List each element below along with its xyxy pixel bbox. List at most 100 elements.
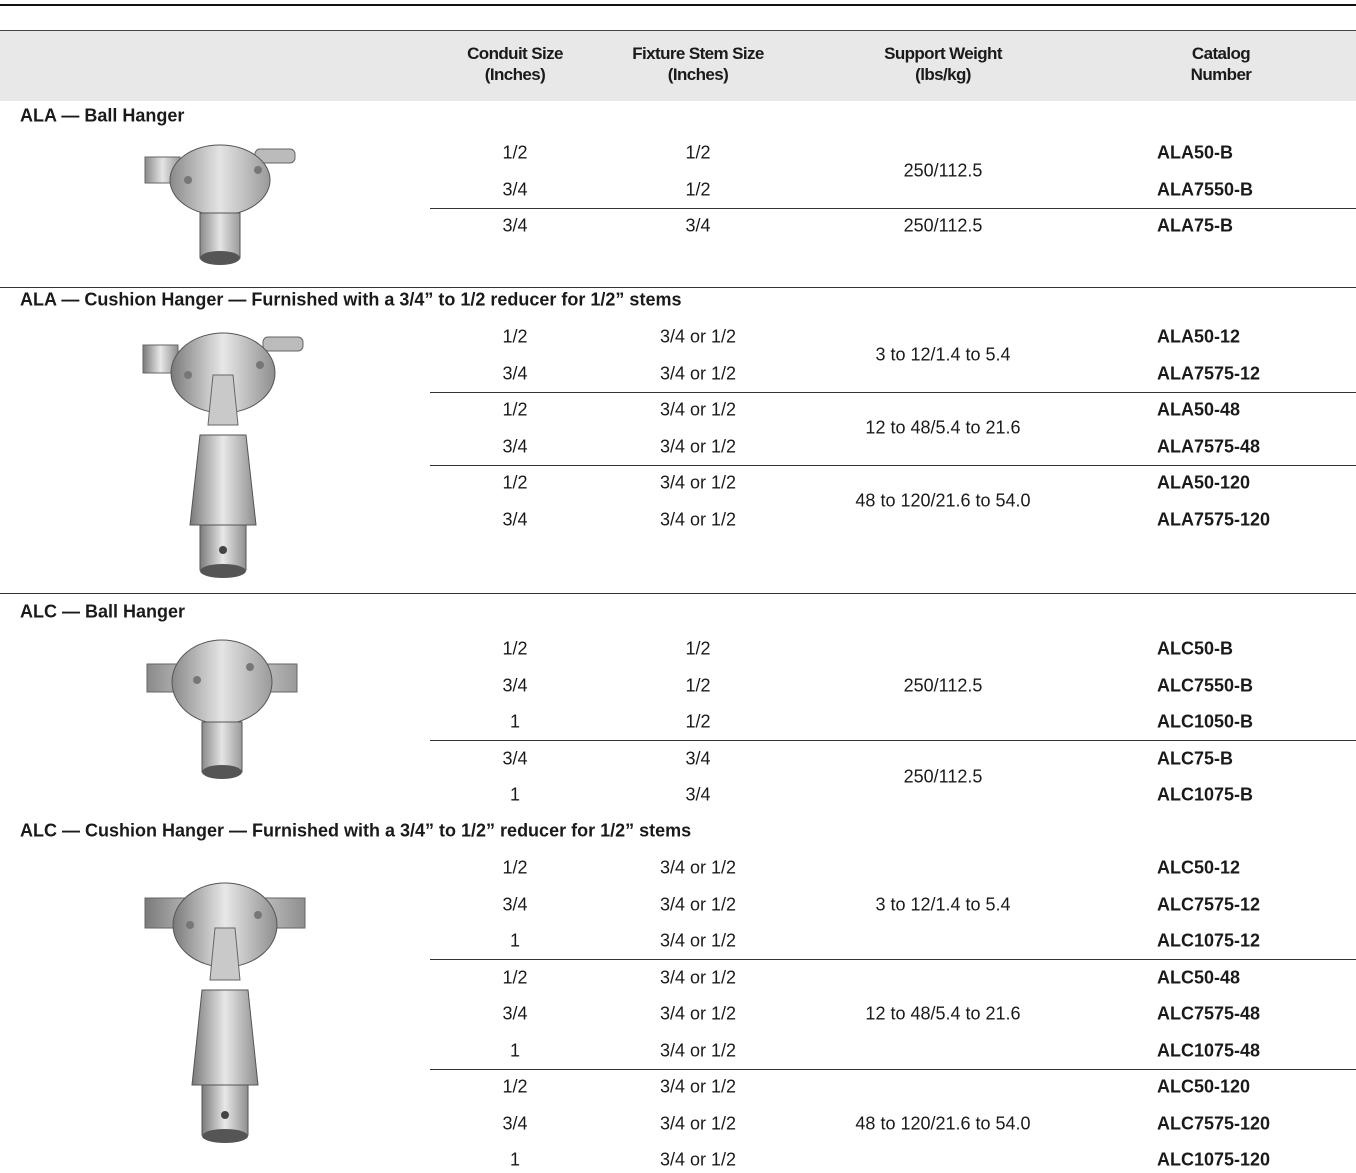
support-weight: 12 to 48/5.4 to 21.6: [865, 1003, 1021, 1024]
conduit-size: 3/4: [502, 179, 528, 199]
catalog-number: ALC7575-48: [1157, 1003, 1261, 1024]
stem-size: 3/4 or 1/2: [659, 894, 737, 914]
header-band: [0, 30, 1356, 101]
conduit-size: 1: [509, 1040, 521, 1060]
cushion-hanger-image: [144, 882, 306, 1143]
stem-size: 1/2: [685, 675, 711, 695]
column-header: (Inches): [667, 65, 729, 84]
stem-size: 3/4 or 1/2: [659, 363, 737, 383]
section-title: ALA — Cushion Hanger — Furnished with a …: [20, 289, 682, 310]
column-header: Catalog: [1191, 44, 1251, 63]
conduit-size: 1/2: [502, 142, 528, 163]
stem-size: 3/4: [685, 215, 711, 236]
support-weight: 250/112.5: [903, 766, 983, 787]
cushion-hanger-image: [142, 332, 304, 578]
stem-size: 3/4 or 1/2: [659, 1076, 737, 1097]
stem-size: 3/4 or 1/2: [659, 1113, 737, 1133]
column-header: Support Weight: [884, 44, 1002, 63]
stem-size: 3/4 or 1/2: [659, 930, 737, 951]
conduit-size: 1: [509, 930, 521, 951]
stem-size: 3/4 or 1/2: [659, 1040, 737, 1060]
catalog-number: ALC1075-B: [1157, 784, 1254, 805]
stem-size: 3/4 or 1/2: [659, 967, 737, 987]
catalog-number: ALC50-12: [1157, 857, 1241, 878]
group-divider: [430, 464, 1356, 466]
conduit-size: 3/4: [502, 215, 528, 236]
catalog-number: ALC1075-120: [1157, 1149, 1271, 1170]
catalog-number: ALA7575-12: [1157, 363, 1261, 383]
catalog-number: ALC1075-48: [1157, 1040, 1261, 1060]
column-header: Fixture Stem Size: [632, 44, 764, 63]
catalog-number: ALA50-12: [1157, 326, 1241, 347]
column-header: (lbs/kg): [915, 65, 971, 84]
stem-size: 3/4 or 1/2: [659, 509, 737, 529]
ball-hanger-image: [146, 639, 298, 779]
support-weight: 3 to 12/1.4 to 5.4: [875, 344, 1011, 365]
conduit-size: 1/2: [502, 472, 528, 493]
section-divider: [0, 287, 1356, 288]
conduit-size: 1: [509, 711, 521, 732]
section-divider: [0, 593, 1356, 594]
conduit-size: 1: [509, 784, 521, 805]
stem-size: 3/4 or 1/2: [659, 472, 737, 493]
stem-size: 3/4: [685, 748, 711, 768]
conduit-size: 1/2: [502, 857, 528, 878]
group-divider: [430, 740, 1356, 741]
catalog-number: ALC1050-B: [1157, 711, 1254, 732]
catalog-number: ALA7575-48: [1157, 436, 1261, 456]
catalog-number: ALC75-B: [1157, 748, 1234, 768]
support-weight: 250/112.5: [903, 675, 983, 695]
column-header: Number: [1190, 65, 1252, 84]
conduit-size: 3/4: [502, 363, 528, 383]
catalog-number: ALC50-B: [1157, 638, 1234, 659]
support-weight: 250/112.5: [903, 160, 983, 181]
support-weight: 250/112.5: [903, 215, 983, 236]
stem-size: 1/2: [685, 179, 711, 199]
conduit-size: 1: [509, 1149, 521, 1170]
catalog-number: ALA7550-B: [1157, 179, 1254, 199]
catalog-number: ALA50-B: [1157, 142, 1234, 163]
section-title: ALA — Ball Hanger: [20, 105, 185, 126]
catalog-number: ALC1075-12: [1157, 930, 1261, 951]
ball-hanger-image: [144, 144, 296, 265]
group-divider: [430, 959, 1356, 960]
stem-size: 1/2: [685, 711, 711, 732]
catalog-number: ALA50-48: [1157, 399, 1241, 420]
conduit-size: 1/2: [502, 638, 528, 659]
conduit-size: 3/4: [502, 1113, 528, 1133]
catalog-number: ALA75-B: [1157, 215, 1234, 236]
catalog-number: ALA7575-120: [1157, 509, 1271, 529]
stem-size: 1/2: [685, 638, 711, 659]
support-weight: 48 to 120/21.6 to 54.0: [855, 1113, 1031, 1133]
conduit-size: 3/4: [502, 436, 528, 456]
conduit-size: 1/2: [502, 399, 528, 420]
conduit-size: 3/4: [502, 1003, 528, 1024]
stem-size: 3/4: [685, 784, 711, 805]
conduit-size: 3/4: [502, 675, 528, 695]
column-header: (Inches): [484, 65, 546, 84]
top-rule: [0, 4, 1356, 6]
group-divider: [430, 1068, 1356, 1070]
section-title: ALC — Cushion Hanger — Furnished with a …: [20, 820, 692, 841]
catalog-number: ALC7550-B: [1157, 675, 1254, 695]
support-weight: 48 to 120/21.6 to 54.0: [855, 490, 1031, 511]
stem-size: 3/4 or 1/2: [659, 326, 737, 347]
group-divider: [430, 391, 1356, 393]
section-title: ALC — Ball Hanger: [20, 601, 186, 622]
conduit-size: 3/4: [502, 894, 528, 914]
catalog-number: ALC50-48: [1157, 967, 1241, 987]
group-divider: [430, 207, 1356, 209]
stem-size: 3/4 or 1/2: [659, 436, 737, 456]
stem-size: 3/4 or 1/2: [659, 1003, 737, 1024]
catalog-number: ALC7575-120: [1157, 1113, 1271, 1133]
stem-size: 3/4 or 1/2: [659, 857, 737, 878]
conduit-size: 3/4: [502, 509, 528, 529]
support-weight: 12 to 48/5.4 to 21.6: [865, 417, 1021, 438]
catalog-number: ALC50-120: [1157, 1076, 1251, 1097]
conduit-size: 1/2: [502, 326, 528, 347]
stem-size: 1/2: [685, 142, 711, 163]
stem-size: 3/4 or 1/2: [659, 399, 737, 420]
conduit-size: 1/2: [502, 1076, 528, 1097]
stem-size: 3/4 or 1/2: [659, 1149, 737, 1170]
